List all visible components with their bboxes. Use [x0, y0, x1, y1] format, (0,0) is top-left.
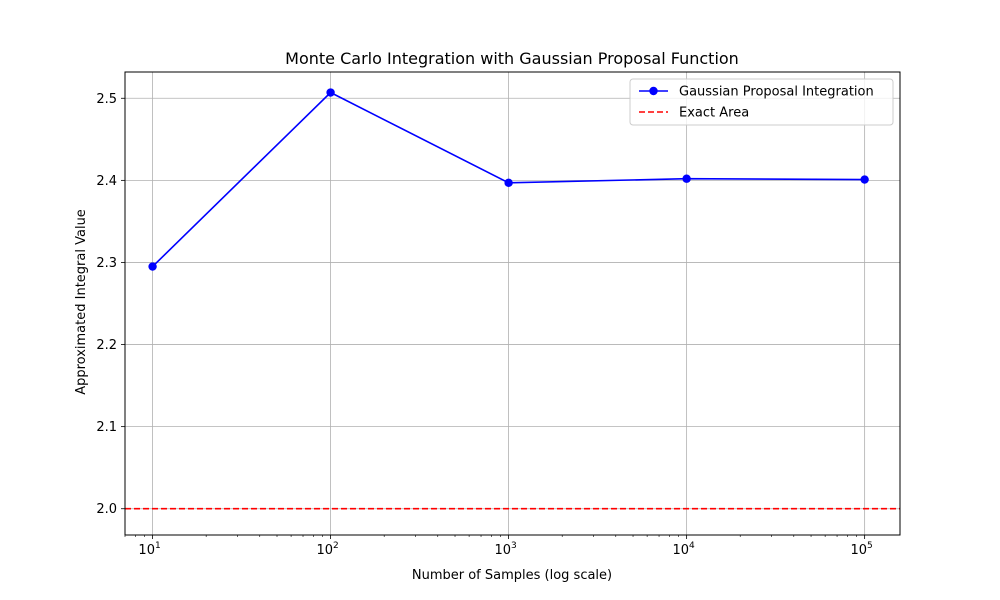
x-tick-label: 104 [672, 541, 695, 558]
x-tick-label: 105 [850, 541, 872, 558]
integration-data-point [860, 175, 869, 184]
legend: Gaussian Proposal Integration Exact Area [629, 78, 894, 126]
y-tick-label: 2.0 [96, 502, 117, 517]
integration-data-point [682, 174, 691, 183]
plot-frame [124, 71, 901, 536]
integration-data-point [148, 262, 157, 271]
integration-data-point [326, 88, 335, 97]
integration-data-point [504, 178, 513, 188]
legend-label: Exact Area [679, 106, 749, 121]
y-axis-label: Approximated Integral Value [74, 209, 89, 395]
x-axis-label: Number of Samples (log scale) [412, 568, 612, 583]
y-tick-label: 2.5 [96, 92, 117, 107]
y-tick-label: 2.3 [96, 256, 117, 271]
x-tick-label: 102 [316, 541, 338, 558]
axis-ticks: 101 102 103 104 105 2.0 2.1 2.2 2.3 2.4 2.5 [96, 92, 872, 558]
y-tick-label: 2.2 [96, 338, 117, 353]
chart-title: Monte Carlo Integration with Gaussian Pr… [285, 49, 739, 68]
y-tick-label: 2.1 [96, 420, 117, 435]
legend-marker-integration [649, 86, 658, 96]
y-tick-label: 2.4 [96, 174, 117, 189]
x-tick-label: 101 [138, 541, 160, 558]
legend-box [629, 78, 894, 126]
legend-label: Gaussian Proposal Integration [679, 85, 874, 100]
plot-area [125, 88, 900, 510]
x-tick-label: 103 [494, 541, 516, 558]
grid [125, 72, 900, 535]
